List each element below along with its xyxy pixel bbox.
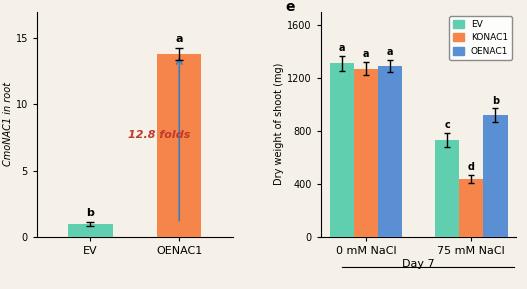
Text: a: a [387, 47, 393, 57]
Bar [157, 54, 201, 237]
Bar [459, 179, 483, 237]
Bar [329, 63, 354, 237]
Bar [68, 224, 113, 237]
Bar [435, 140, 459, 237]
Bar [378, 66, 402, 237]
Legend: EV, KONAC1, OENAC1: EV, KONAC1, OENAC1 [450, 16, 512, 60]
Text: d: d [468, 162, 475, 172]
Bar [483, 115, 508, 237]
Text: a: a [175, 34, 183, 44]
Text: b: b [86, 208, 94, 218]
Y-axis label: Relative expression of
CmoNAC1 in root: Relative expression of CmoNAC1 in root [0, 70, 13, 179]
Text: a: a [363, 49, 369, 59]
X-axis label: Day 7: Day 7 [402, 259, 435, 269]
Text: e: e [286, 0, 295, 14]
Text: c: c [444, 120, 450, 130]
Y-axis label: Dry weight of shoot (mg): Dry weight of shoot (mg) [274, 63, 284, 186]
Text: b: b [492, 96, 499, 106]
Bar [354, 68, 378, 237]
Text: a: a [338, 43, 345, 53]
Text: 12.8 folds: 12.8 folds [128, 129, 190, 140]
